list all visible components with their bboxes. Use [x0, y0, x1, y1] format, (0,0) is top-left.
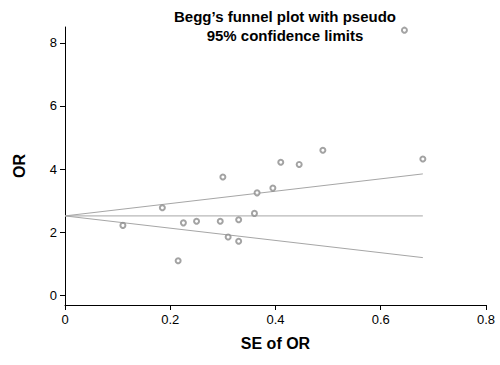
svg-text:SE of OR: SE of OR [241, 335, 311, 352]
svg-text:0: 0 [61, 312, 68, 327]
svg-text:0.8: 0.8 [477, 312, 495, 327]
svg-text:0.2: 0.2 [161, 312, 179, 327]
svg-text:6: 6 [50, 98, 57, 113]
svg-text:2: 2 [50, 225, 57, 240]
svg-text:OR: OR [11, 154, 28, 178]
svg-text:0: 0 [50, 288, 57, 303]
svg-text:Begg’s funnel plot with pseudo: Begg’s funnel plot with pseudo [174, 8, 396, 25]
svg-text:95% confidence limits: 95% confidence limits [207, 27, 364, 44]
svg-text:0.6: 0.6 [372, 312, 390, 327]
svg-text:0.4: 0.4 [266, 312, 284, 327]
svg-text:4: 4 [50, 162, 57, 177]
svg-text:8: 8 [50, 35, 57, 50]
